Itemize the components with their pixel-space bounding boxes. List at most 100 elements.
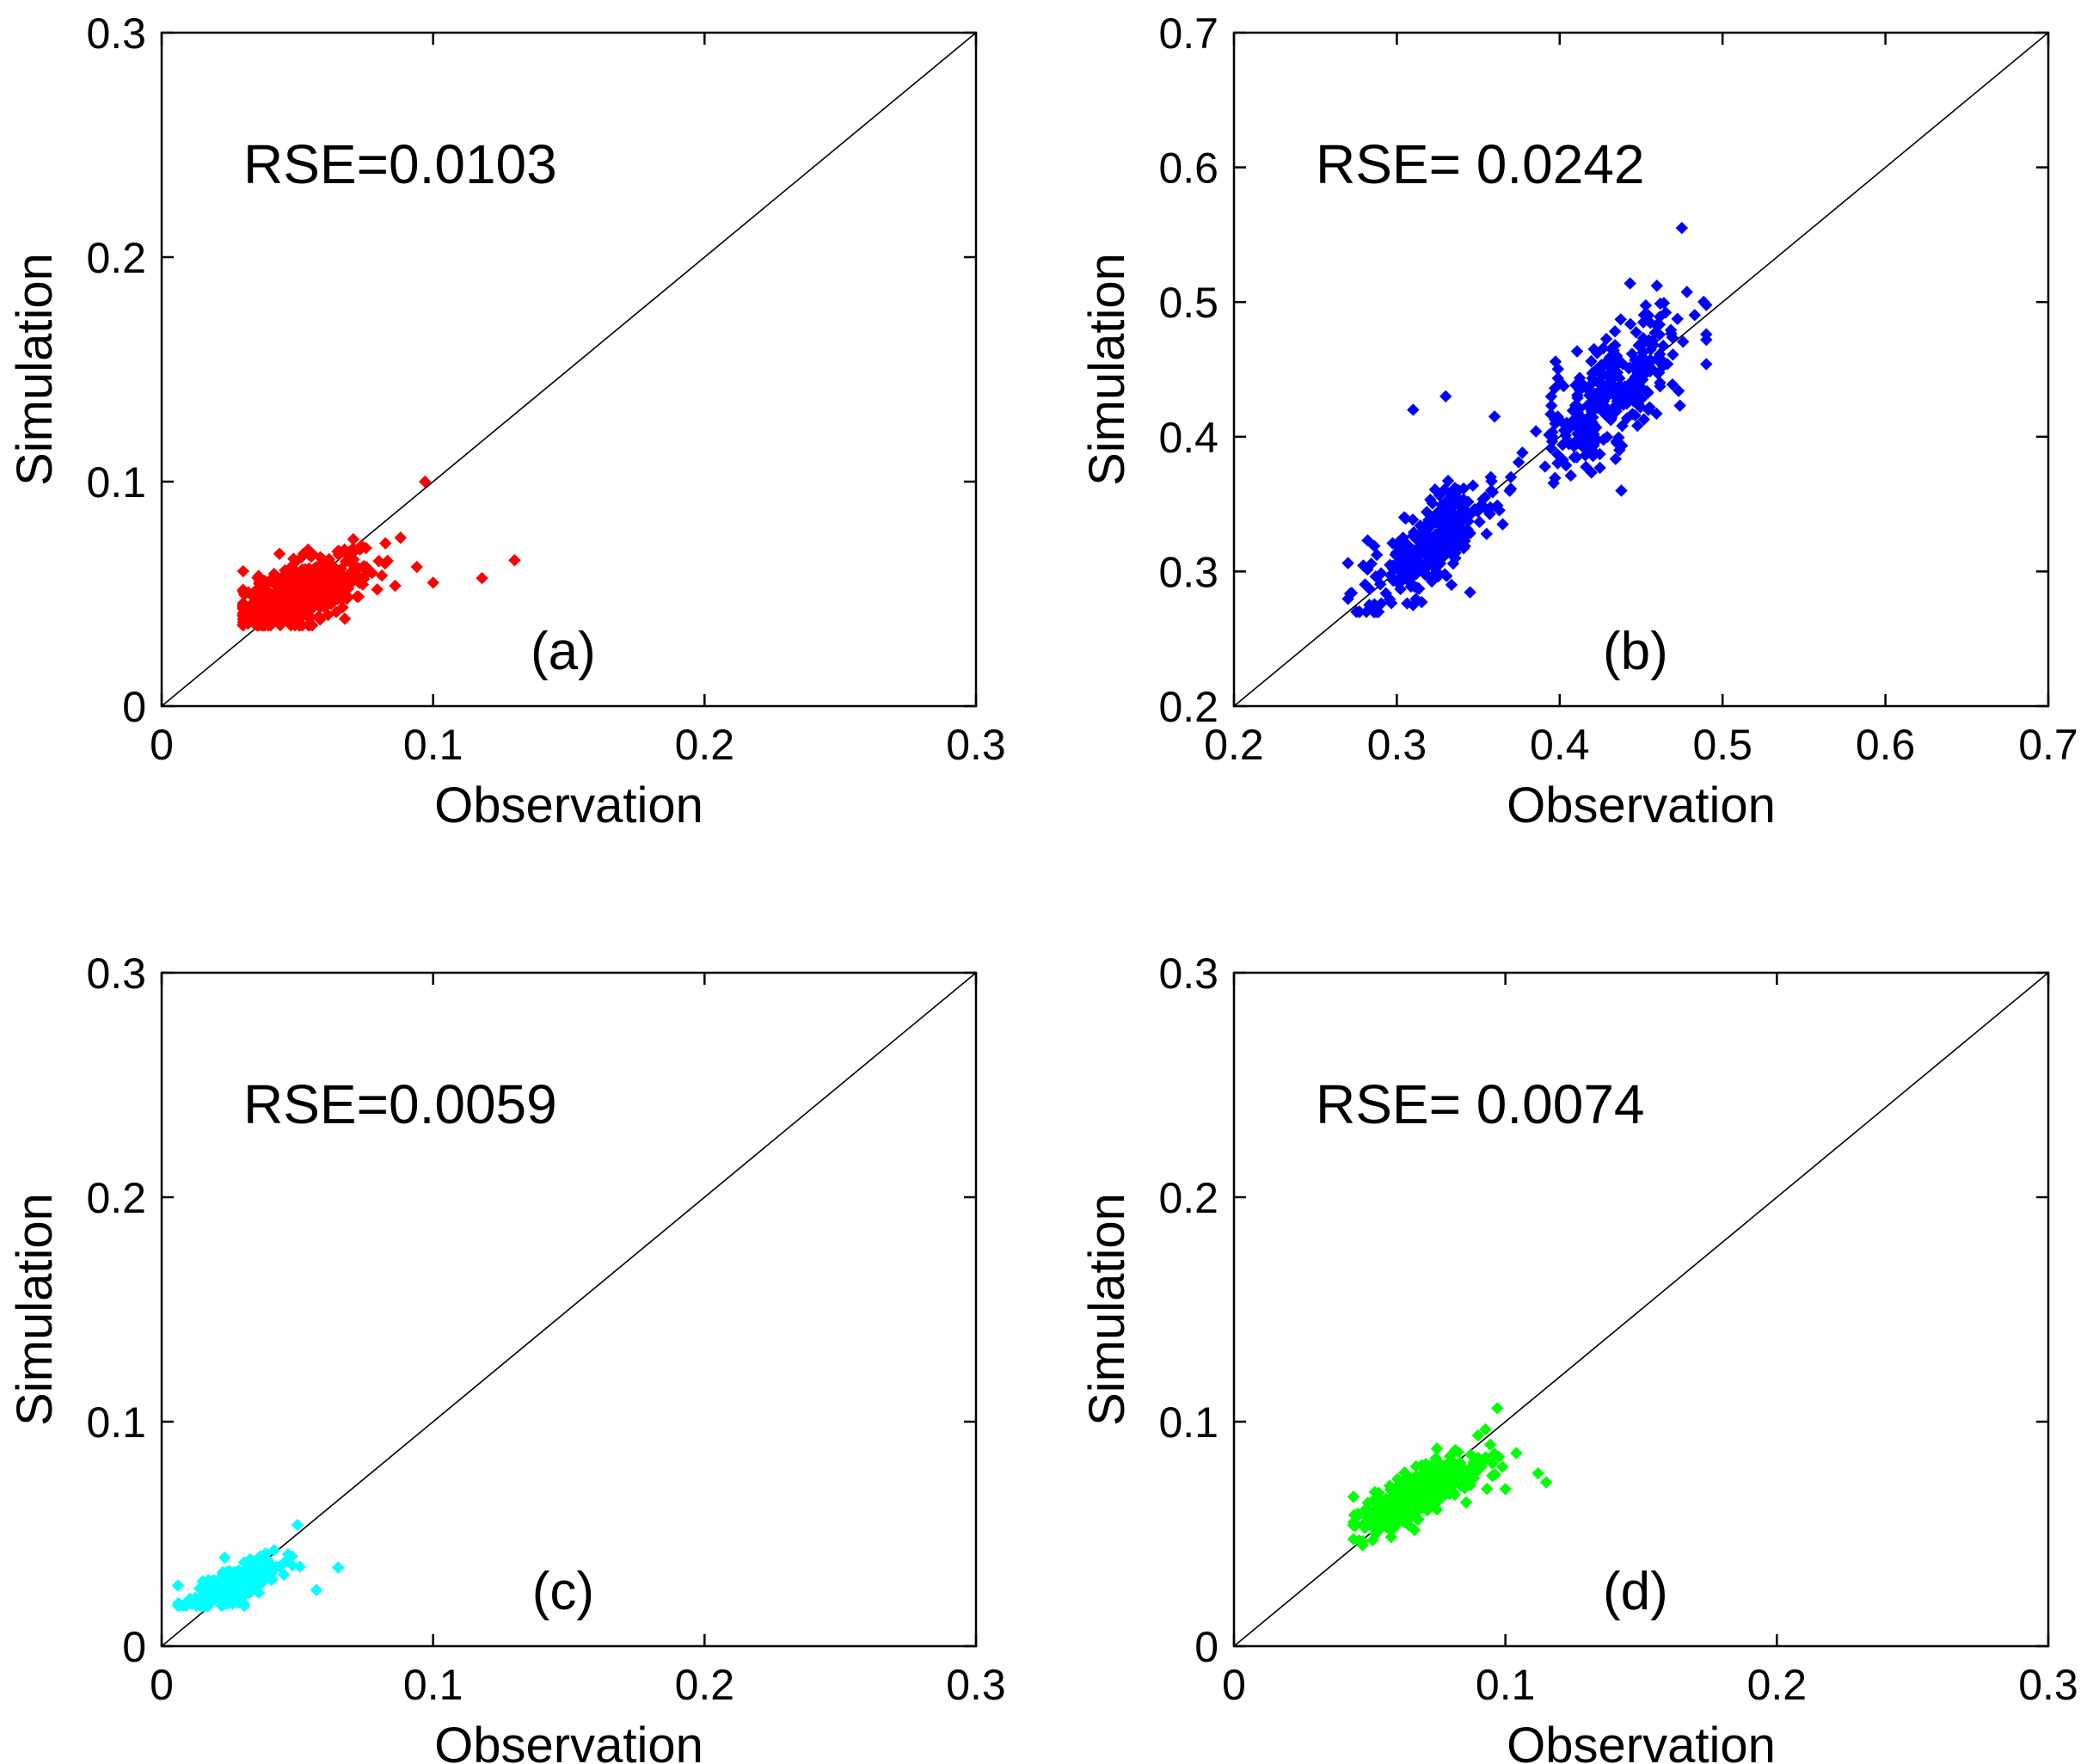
scatter-point — [1412, 1513, 1425, 1526]
scatter-point — [1639, 298, 1653, 312]
scatter-point — [248, 610, 261, 623]
scatter-point — [1394, 571, 1407, 584]
scatter-point — [1433, 525, 1447, 538]
scatter-point — [1608, 339, 1622, 352]
scatter-point — [1350, 605, 1363, 618]
scatter-point — [1473, 515, 1486, 529]
scatter-point — [247, 1556, 261, 1569]
panel-label: (b) — [1603, 622, 1668, 681]
scatter-point — [1474, 1460, 1487, 1474]
scatter-points — [171, 1518, 345, 1613]
scatter-point — [1609, 452, 1623, 465]
scatter-point — [1369, 570, 1382, 583]
scatter-point — [1441, 474, 1455, 488]
scatter-point — [1446, 549, 1459, 562]
scatter-point — [1697, 295, 1710, 309]
scatter-point — [1373, 1523, 1386, 1536]
scatter-point — [1372, 1498, 1385, 1512]
scatter-point — [1448, 1488, 1461, 1502]
y-tick-label: 0.7 — [1158, 9, 1218, 58]
y-tick-label: 0.6 — [1158, 144, 1218, 193]
y-tick-label: 0.3 — [1158, 548, 1218, 596]
scatter-point — [1466, 479, 1480, 492]
scatter-point — [252, 569, 265, 582]
scatter-point — [278, 614, 291, 627]
scatter-point — [1439, 1477, 1452, 1490]
scatter-point — [1597, 433, 1610, 446]
scatter-point — [1623, 362, 1636, 375]
scatter-point — [277, 1568, 291, 1581]
scatter-point — [1637, 413, 1650, 426]
scatter-point — [1446, 487, 1459, 501]
y-tick-label: 0.2 — [86, 1174, 146, 1222]
scatter-point — [1432, 537, 1445, 550]
scatter-point — [1373, 578, 1387, 591]
scatter-point — [410, 560, 423, 574]
scatter-point — [1551, 372, 1564, 384]
scatter-point — [293, 591, 307, 604]
scatter-point — [281, 593, 295, 607]
scatter-point — [1550, 414, 1562, 427]
scatter-point — [1375, 597, 1388, 610]
scatter-point — [1564, 469, 1577, 482]
scatter-point — [1417, 1482, 1430, 1495]
scatter-point — [1341, 556, 1354, 569]
scatter-point — [1630, 326, 1642, 339]
y-tick-label: 0.3 — [1158, 950, 1218, 998]
scatter-point — [312, 610, 326, 623]
scatter-point — [1659, 306, 1673, 319]
scatter-point — [1605, 384, 1618, 396]
scatter-point — [1585, 466, 1598, 479]
scatter-point — [1367, 539, 1381, 553]
scatter-point — [1643, 401, 1656, 414]
scatter-point — [267, 1562, 280, 1575]
scatter-point — [1557, 379, 1570, 393]
scatter-point — [1510, 1447, 1523, 1460]
scatter-point — [1675, 221, 1689, 235]
scatter-point — [1419, 522, 1433, 535]
scatter-point — [1544, 390, 1558, 403]
scatter-point — [1464, 526, 1476, 540]
scatter-point — [1624, 277, 1636, 290]
scatter-point — [1644, 343, 1657, 356]
scatter-point — [306, 569, 319, 581]
scatter-point — [1650, 407, 1663, 421]
scatter-point — [1544, 441, 1557, 455]
scatter-point — [342, 553, 355, 567]
scatter-point — [319, 599, 332, 613]
y-tick-label: 0.3 — [86, 9, 146, 58]
scatter-point — [291, 1518, 304, 1532]
scatter-point — [1486, 485, 1500, 499]
scatter-point — [260, 1559, 273, 1572]
scatter-point — [1611, 366, 1624, 379]
axes-frame — [1232, 971, 2050, 1648]
scatter-point — [1440, 505, 1454, 518]
scatter-point — [1504, 482, 1518, 495]
scatter-point — [1486, 1469, 1499, 1483]
scatter-point — [1654, 376, 1667, 390]
scatter-point — [252, 1586, 266, 1600]
scatter-point — [1462, 1473, 1475, 1487]
scatter-point — [1650, 280, 1664, 292]
scatter-point — [1483, 1438, 1497, 1451]
scatter-point — [1427, 1475, 1440, 1489]
scatter-point — [1445, 578, 1458, 592]
scatter-point — [1371, 1512, 1384, 1525]
scatter-point — [1656, 339, 1670, 353]
scatter-point — [202, 1599, 215, 1613]
scatter-point — [1579, 435, 1593, 449]
scatter-point — [253, 595, 267, 608]
x-tick-label: 0.3 — [1367, 721, 1427, 769]
rse-annotation: RSE=0.0059 — [243, 1073, 557, 1135]
scatter-point — [1666, 378, 1679, 391]
scatter-panel-a: 0 0.1 0.2 0.3 0 0.1 0.2 0.3 Observation Simulatio… — [7, 9, 1006, 833]
scatter-point — [1455, 521, 1468, 535]
scatter-point — [293, 1560, 306, 1573]
scatter-point — [329, 605, 343, 618]
x-tick-label: 0.1 — [403, 721, 463, 769]
scatter-point — [1556, 453, 1569, 466]
scatter-point — [1484, 470, 1497, 483]
scatter-point — [1393, 1493, 1407, 1507]
scatter-point — [1421, 1468, 1435, 1481]
scatter-point — [218, 1551, 231, 1564]
